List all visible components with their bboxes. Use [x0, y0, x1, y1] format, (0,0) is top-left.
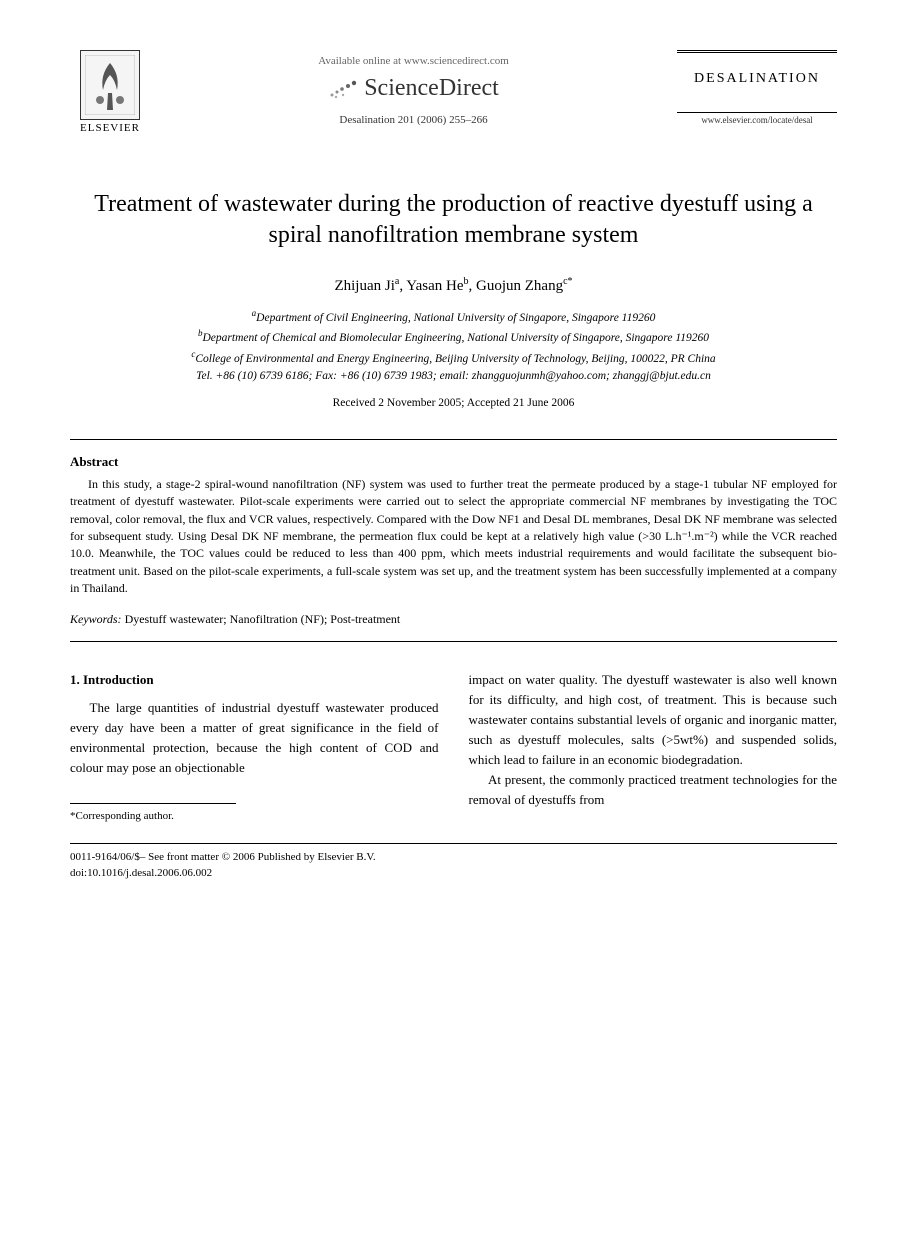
left-column: 1. Introduction The large quantities of …: [70, 670, 439, 826]
abstract-heading: Abstract: [70, 454, 837, 470]
citation: Desalination 201 (2006) 255–266: [339, 114, 487, 126]
corresponding-author-note: *Corresponding author.: [70, 803, 236, 825]
abstract-section: Abstract In this study, a stage-2 spiral…: [70, 439, 837, 642]
right-column: impact on water quality. The dyestuff wa…: [469, 670, 838, 826]
keywords-line: Keywords: Dyestuff wastewater; Nanofiltr…: [70, 612, 837, 627]
body-columns: 1. Introduction The large quantities of …: [70, 670, 837, 826]
sciencedirect-dots-icon: [328, 79, 358, 99]
page-footer: 0011-9164/06/$– See front matter © 2006 …: [70, 843, 837, 881]
article-title: Treatment of wastewater during the produ…: [70, 189, 837, 251]
intro-para-1: The large quantities of industrial dyest…: [70, 698, 439, 779]
elsevier-tree-icon: [80, 50, 140, 120]
authors: Zhijuan Jia, Yasan Heb, Guojun Zhangc*: [70, 276, 837, 295]
journal-url: www.elsevier.com/locate/desal: [677, 112, 837, 125]
publisher-logo-block: ELSEVIER: [70, 50, 150, 134]
keywords-label: Keywords:: [70, 612, 122, 626]
header-center: Available online at www.sciencedirect.co…: [150, 50, 677, 126]
keywords-values: Dyestuff wastewater; Nanofiltration (NF)…: [125, 612, 401, 626]
intro-para-1-cont: impact on water quality. The dyestuff wa…: [469, 670, 838, 771]
journal-name: DESALINATION: [677, 71, 837, 87]
journal-rule: [677, 50, 837, 53]
article-dates: Received 2 November 2005; Accepted 21 Ju…: [70, 397, 837, 409]
publisher-name: ELSEVIER: [80, 122, 140, 134]
affiliations: aDepartment of Civil Engineering, Nation…: [70, 307, 837, 384]
page-header: ELSEVIER Available online at www.science…: [70, 50, 837, 134]
sciencedirect-logo: ScienceDirect: [328, 75, 499, 102]
abstract-text: In this study, a stage-2 spiral-wound na…: [70, 476, 837, 598]
intro-para-2: At present, the commonly practiced treat…: [469, 770, 838, 810]
journal-block: DESALINATION www.elsevier.com/locate/des…: [677, 50, 837, 125]
copyright-line: 0011-9164/06/$– See front matter © 2006 …: [70, 850, 837, 865]
section-heading-intro: 1. Introduction: [70, 670, 439, 690]
sciencedirect-label: ScienceDirect: [364, 75, 499, 102]
doi-line: doi:10.1016/j.desal.2006.06.002: [70, 866, 837, 881]
available-online-text: Available online at www.sciencedirect.co…: [318, 55, 509, 67]
